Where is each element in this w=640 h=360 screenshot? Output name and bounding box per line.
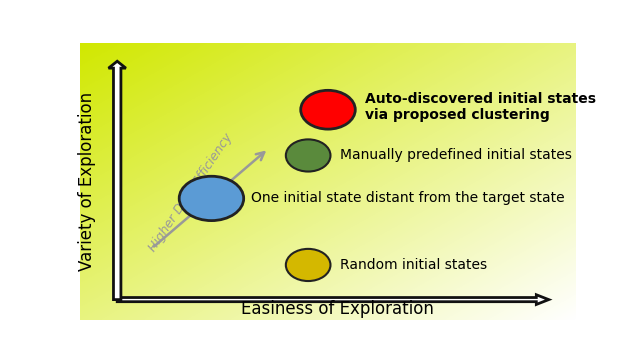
Text: Easiness of Exploration: Easiness of Exploration bbox=[241, 300, 435, 318]
Text: Higher Data Efficiency: Higher Data Efficiency bbox=[146, 131, 235, 255]
Ellipse shape bbox=[301, 90, 355, 129]
Text: Random initial states: Random initial states bbox=[340, 258, 488, 272]
Text: Variety of Exploration: Variety of Exploration bbox=[79, 92, 97, 271]
Ellipse shape bbox=[179, 176, 244, 221]
Ellipse shape bbox=[286, 249, 330, 281]
Text: Auto-discovered initial states
via proposed clustering: Auto-discovered initial states via propo… bbox=[365, 92, 596, 122]
FancyArrow shape bbox=[109, 61, 126, 300]
Text: Manually predefined initial states: Manually predefined initial states bbox=[340, 148, 572, 162]
Ellipse shape bbox=[286, 139, 330, 172]
Text: One initial state distant from the target state: One initial state distant from the targe… bbox=[251, 192, 564, 206]
FancyArrow shape bbox=[117, 295, 548, 305]
